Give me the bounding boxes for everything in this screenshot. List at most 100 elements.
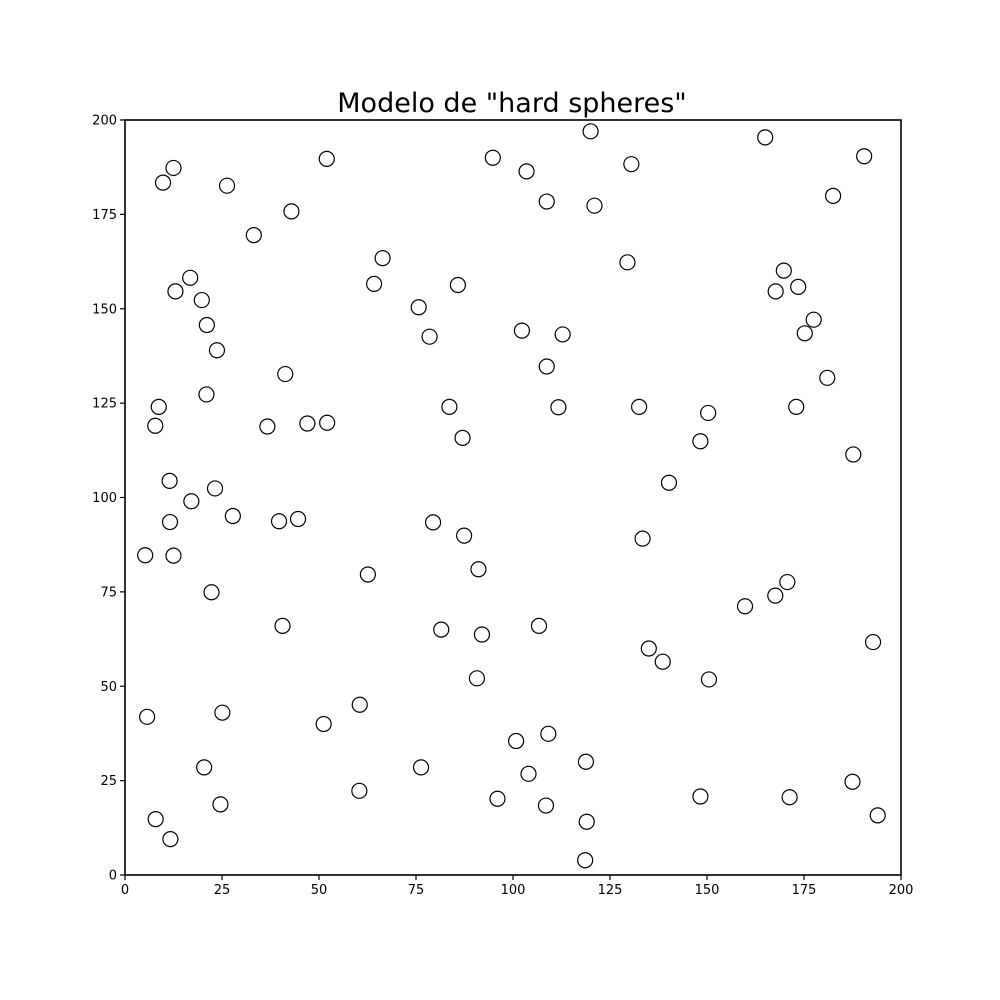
points-layer xyxy=(137,123,886,869)
data-point xyxy=(489,790,506,807)
data-point xyxy=(660,474,678,491)
data-point xyxy=(319,414,336,431)
data-point xyxy=(182,269,199,286)
data-point xyxy=(634,530,651,547)
data-point xyxy=(351,696,368,713)
data-point xyxy=(757,129,774,146)
data-point xyxy=(374,250,391,267)
y-tick-label: 75 xyxy=(100,585,117,600)
data-point xyxy=(824,187,842,204)
data-point xyxy=(790,278,807,295)
data-point xyxy=(218,177,236,194)
y-tick-label: 200 xyxy=(92,114,117,129)
data-point xyxy=(359,566,376,583)
x-tick-label: 100 xyxy=(501,883,526,898)
data-point xyxy=(630,398,648,415)
y-tick-label: 50 xyxy=(100,680,117,695)
data-point xyxy=(796,325,813,342)
data-point xyxy=(150,398,167,415)
data-point xyxy=(270,513,288,530)
data-point xyxy=(412,759,430,776)
data-point xyxy=(193,291,210,309)
y-tick-label: 0 xyxy=(109,869,117,884)
data-point xyxy=(289,510,307,528)
data-point xyxy=(449,276,466,294)
data-point xyxy=(214,704,231,721)
data-point xyxy=(473,626,491,643)
data-point xyxy=(538,358,555,375)
data-point xyxy=(554,326,571,343)
data-point xyxy=(224,507,241,525)
data-point xyxy=(864,633,882,651)
y-tick-label: 100 xyxy=(92,491,117,506)
data-point xyxy=(869,807,886,824)
data-point xyxy=(537,797,555,814)
y-axis: 0 25 50 75 100 125 150 175 200 xyxy=(92,114,125,884)
data-point xyxy=(299,415,316,432)
data-point xyxy=(137,547,154,564)
y-tick-label: 125 xyxy=(92,397,117,412)
data-point xyxy=(366,275,383,292)
data-point xyxy=(586,197,603,214)
data-point xyxy=(147,811,164,828)
data-point xyxy=(203,584,220,601)
data-point xyxy=(767,587,784,604)
data-point xyxy=(538,193,555,210)
data-point xyxy=(775,262,792,279)
x-tick-label: 25 xyxy=(214,883,231,898)
data-point xyxy=(198,316,215,334)
data-point xyxy=(736,598,754,615)
data-point xyxy=(692,788,709,805)
x-tick-label: 0 xyxy=(121,883,129,898)
data-point xyxy=(208,342,226,359)
data-point xyxy=(206,480,224,497)
data-point xyxy=(844,773,861,790)
data-point xyxy=(162,831,179,848)
data-point xyxy=(578,813,595,830)
x-tick-label: 75 xyxy=(408,883,425,898)
data-point xyxy=(212,796,229,813)
data-point xyxy=(819,369,836,386)
data-point xyxy=(640,640,657,657)
data-point xyxy=(540,725,557,742)
data-point xyxy=(779,573,796,591)
data-point xyxy=(582,123,599,140)
data-point xyxy=(788,398,805,415)
data-point xyxy=(654,653,671,670)
x-tick-label: 50 xyxy=(311,883,328,898)
y-tick-label: 150 xyxy=(92,302,117,317)
data-point xyxy=(274,617,291,634)
x-tick-label: 175 xyxy=(792,883,817,898)
chart-title: Modelo de "hard spheres" xyxy=(337,88,686,119)
data-point xyxy=(550,399,567,416)
data-point xyxy=(283,203,300,220)
data-point xyxy=(700,404,717,422)
x-tick-label: 200 xyxy=(889,883,914,898)
data-point xyxy=(577,852,594,869)
data-point xyxy=(259,418,276,435)
data-point xyxy=(623,156,640,173)
x-tick-label: 150 xyxy=(695,883,720,898)
data-point xyxy=(154,174,172,191)
data-point xyxy=(845,446,862,463)
data-point xyxy=(468,670,486,687)
data-point xyxy=(277,365,294,383)
data-point xyxy=(781,789,798,806)
data-point xyxy=(520,765,537,782)
data-point xyxy=(484,149,501,166)
data-point xyxy=(318,150,335,167)
data-point xyxy=(167,283,184,300)
data-point xyxy=(805,311,822,328)
y-tick-label: 175 xyxy=(92,208,117,223)
x-tick-label: 125 xyxy=(598,883,623,898)
data-point xyxy=(139,708,156,725)
data-point xyxy=(421,328,438,345)
data-point xyxy=(161,472,178,489)
data-point xyxy=(700,671,718,688)
data-point xyxy=(165,547,182,564)
data-point xyxy=(856,148,873,165)
data-point xyxy=(351,782,368,799)
data-point xyxy=(470,561,487,578)
data-point xyxy=(692,433,709,450)
